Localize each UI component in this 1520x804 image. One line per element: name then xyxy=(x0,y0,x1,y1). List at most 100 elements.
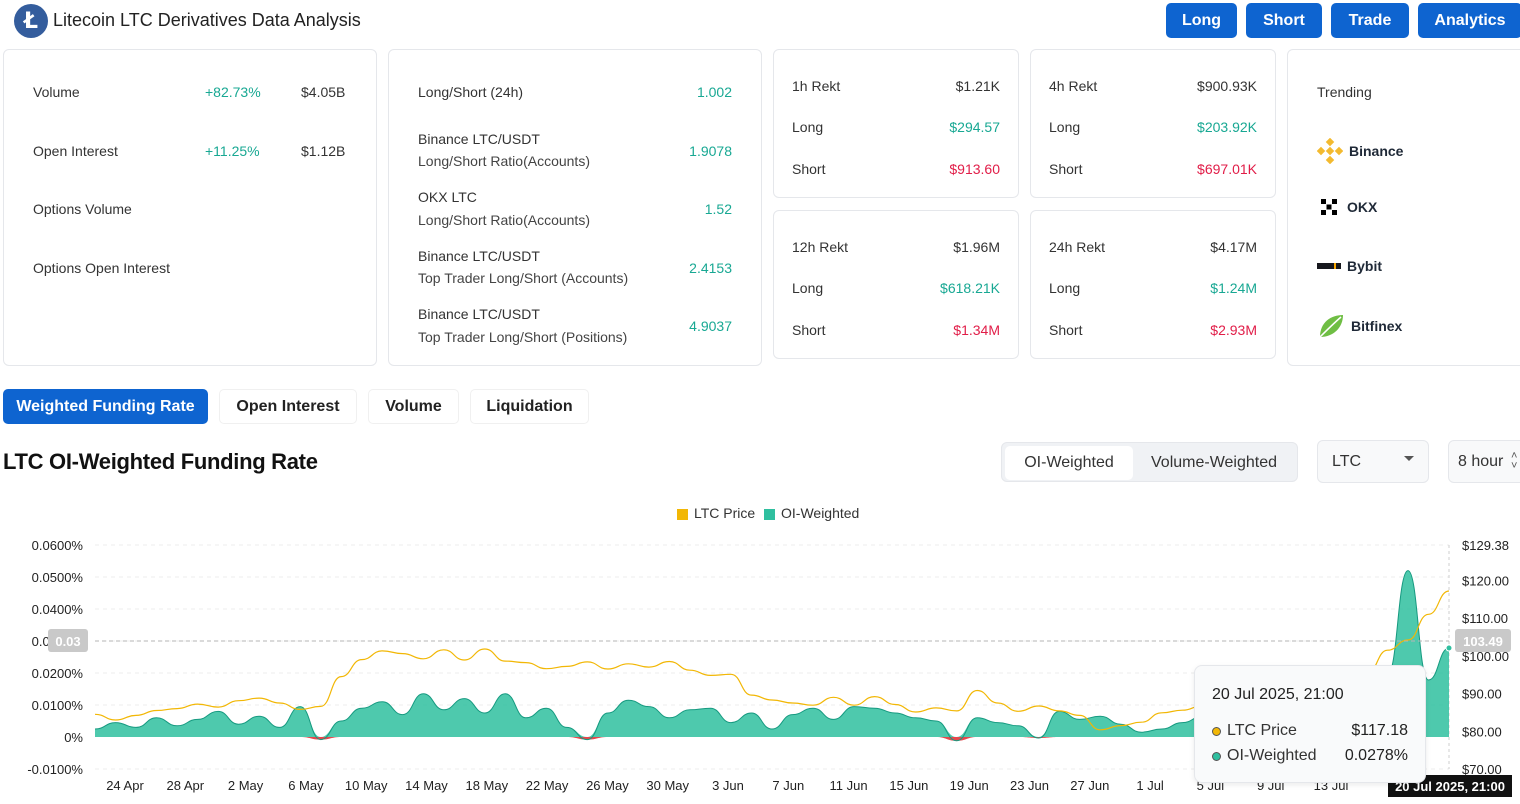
rekt-long-label: Long xyxy=(792,280,824,296)
y-left-tick-label: 0% xyxy=(64,730,83,745)
short-button[interactable]: Short xyxy=(1246,3,1322,38)
price-point xyxy=(484,648,486,650)
interval-select[interactable]: 8 hour ˄ ˅ xyxy=(1448,440,1520,483)
legend-swatch[interactable] xyxy=(764,509,775,520)
x-tick-label: 24 Apr xyxy=(106,778,144,793)
rekt-total: $1.96M xyxy=(953,239,1000,255)
funding-point xyxy=(443,709,445,711)
x-tick-label: 14 May xyxy=(405,778,448,793)
funding-point xyxy=(956,740,958,742)
price-point xyxy=(1161,712,1163,714)
y-right-tick-label: $70.00 xyxy=(1462,762,1502,777)
volume-change: +82.73% xyxy=(205,84,261,100)
trade-button[interactable]: Trade xyxy=(1331,3,1409,38)
volume-weighted-button[interactable]: Volume-Weighted xyxy=(1151,454,1277,471)
price-point xyxy=(976,690,978,692)
ratio-label: Binance LTC/USDT xyxy=(418,306,540,322)
coin-select[interactable]: LTC xyxy=(1317,440,1429,483)
tab-open-interest[interactable]: Open Interest xyxy=(219,389,357,424)
open-interest-label: Open Interest xyxy=(33,143,118,159)
ratio-value: 1.52 xyxy=(704,201,732,217)
tab-liquidation[interactable]: Liquidation xyxy=(470,389,589,424)
trending-item-label[interactable]: Bybit xyxy=(1347,258,1382,274)
x-tick-label: 3 Jun xyxy=(712,778,744,793)
price-point xyxy=(525,662,527,664)
funding-point xyxy=(894,712,896,714)
funding-point xyxy=(976,717,978,719)
x-tick-label: 27 Jun xyxy=(1070,778,1109,793)
funding-point xyxy=(812,707,814,709)
funding-point xyxy=(1161,728,1163,730)
open-interest-value: $1.12B xyxy=(301,143,346,159)
price-point xyxy=(935,707,937,709)
funding-point xyxy=(1120,723,1122,725)
binance-icon xyxy=(1317,138,1343,164)
y-right-tick-label: $120.00 xyxy=(1462,573,1509,588)
chevron-down-icon xyxy=(1404,456,1414,461)
tab-volume[interactable]: Volume xyxy=(368,389,459,424)
legend-swatch[interactable] xyxy=(677,509,688,520)
price-point xyxy=(381,650,383,652)
analytics-button[interactable]: Analytics xyxy=(1418,3,1520,38)
x-tick-label: 19 Jun xyxy=(950,778,989,793)
trending-item-bitfinex[interactable]: Bitfinex xyxy=(1317,312,1402,340)
ratio-sublabel: Top Trader Long/Short (Accounts) xyxy=(418,270,629,286)
funding-point xyxy=(689,709,691,711)
page-title: Litecoin LTC Derivatives Data Analysis xyxy=(53,10,361,30)
funding-point xyxy=(279,727,281,729)
oi-weighted-button[interactable]: OI-Weighted xyxy=(1005,446,1133,480)
price-point xyxy=(587,661,589,663)
bybit-icon xyxy=(1317,263,1341,269)
ratio-label: Binance LTC/USDT xyxy=(418,248,540,264)
x-tick-label: 1 Jul xyxy=(1136,778,1164,793)
funding-point xyxy=(1017,725,1019,727)
tooltip-price-row: LTC Price xyxy=(1212,722,1297,740)
price-point xyxy=(648,666,650,668)
volume-value: $4.05B xyxy=(301,84,346,100)
long-button[interactable]: Long xyxy=(1166,3,1237,38)
trending-item-binance[interactable]: Binance xyxy=(1317,138,1403,164)
trending-item-label[interactable]: Binance xyxy=(1349,143,1404,159)
trending-item-bybit[interactable]: Bybit xyxy=(1317,258,1382,274)
rekt-4h-card: 4h Rekt $900.93K Long $203.92K Short $69… xyxy=(1030,49,1276,198)
legend-label[interactable]: LTC Price xyxy=(694,505,755,521)
rekt-1h-card: 1h Rekt $1.21K Long $294.57 Short $913.6… xyxy=(773,49,1019,198)
active-point-marker xyxy=(1445,644,1453,652)
funding-point xyxy=(587,739,589,741)
price-point xyxy=(505,660,507,662)
chart-tooltip: 20 Jul 2025, 21:00 LTC Price $117.18 OI-… xyxy=(1194,665,1426,783)
funding-point xyxy=(628,699,630,701)
crosshair-left-value: 0.03 xyxy=(55,634,80,649)
funding-point xyxy=(730,722,732,724)
rekt-24h-card: 24h Rekt $4.17M Long $1.24M Short $2.93M xyxy=(1030,210,1276,359)
price-point xyxy=(197,703,199,705)
ratio-value: 1.002 xyxy=(696,84,732,100)
funding-point xyxy=(258,715,260,717)
legend-label[interactable]: OI-Weighted xyxy=(781,505,859,521)
price-point xyxy=(1387,649,1389,651)
y-left-tick-label: 0.0200% xyxy=(32,666,84,681)
ratio-value: 1.9078 xyxy=(689,143,732,159)
x-tick-label: 10 May xyxy=(345,778,388,793)
price-point xyxy=(443,649,445,651)
rekt-title: 4h Rekt xyxy=(1049,78,1098,94)
trending-item-label[interactable]: Bitfinex xyxy=(1351,318,1403,334)
trending-item-label[interactable]: OKX xyxy=(1347,199,1378,215)
funding-point xyxy=(463,698,465,700)
trending-item-okx[interactable]: OKX xyxy=(1321,199,1377,215)
price-point xyxy=(176,708,178,710)
y-right-tick-label: $129.38 xyxy=(1462,538,1509,553)
rekt-title: 24h Rekt xyxy=(1049,239,1106,255)
x-tick-label: 22 May xyxy=(526,778,569,793)
tab-weighted-funding-rate[interactable]: Weighted Funding Rate xyxy=(3,389,208,424)
rekt-long-label: Long xyxy=(1049,280,1081,296)
funding-point xyxy=(1182,722,1184,724)
price-point xyxy=(422,658,424,660)
funding-point xyxy=(546,707,548,709)
price-point xyxy=(689,669,691,671)
x-tick-label: 6 May xyxy=(288,778,324,793)
x-tick-label: 2 May xyxy=(228,778,264,793)
y-right-tick-label: $110.00 xyxy=(1462,611,1508,626)
price-point xyxy=(1448,590,1450,592)
funding-point xyxy=(361,707,363,709)
